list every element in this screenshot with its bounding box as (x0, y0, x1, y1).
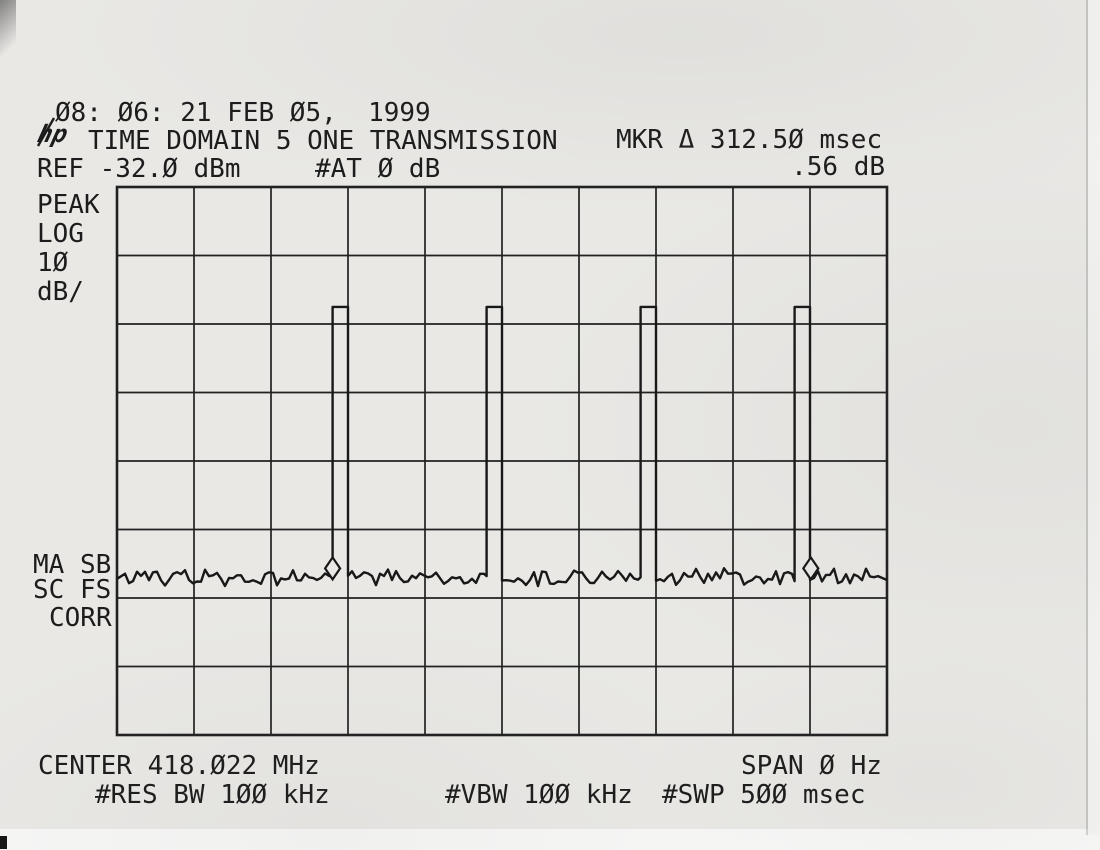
svg-text:hp: hp (35, 119, 71, 148)
hp-logo-icon: hp (35, 117, 71, 148)
scan-edge-smudge (0, 0, 16, 75)
delta-ref-marker-diamond-icon (323, 555, 342, 582)
center-frequency-label: CENTER 418.Ø22 MHz (38, 751, 320, 781)
status-corr: CORR (49, 603, 112, 633)
sweep-time-label: #SWP 5ØØ msec (662, 780, 866, 810)
scale-per-div-value: 1Ø (37, 248, 69, 278)
trace-title: TIME DOMAIN 5 ONE TRANSMISSION (88, 126, 558, 156)
marker-delta-time-readout: MKR Δ 312.5Ø msec (616, 125, 883, 155)
marker-delta-amplitude-readout: .56 dB (791, 152, 885, 182)
scan-bottom-strip (0, 829, 1100, 850)
scan-right-strip (1088, 0, 1100, 835)
video-bandwidth-label: #VBW 1ØØ kHz (445, 780, 633, 810)
span-label: SPAN Ø Hz (741, 751, 882, 781)
scale-mode-label: LOG (37, 219, 84, 249)
attenuation-label: #AT Ø dB (315, 154, 441, 184)
scale-per-div-unit: dB/ (37, 277, 84, 307)
graticule-border (115, 185, 889, 737)
timestamp: Ø8: Ø6: 21 FEB Ø5, 1999 (55, 98, 431, 128)
ref-level-label: REF -32.Ø dBm (37, 154, 241, 184)
status-ma-sb: MA SB (33, 550, 112, 580)
graticule (115, 185, 889, 737)
resolution-bandwidth-label: #RES BW 1ØØ kHz (95, 780, 330, 810)
scan-right-edge (1086, 0, 1088, 835)
signal-trace (116, 305, 888, 588)
detector-mode-label: PEAK (37, 190, 100, 220)
status-sc-fs: SC FS (33, 575, 112, 605)
delta-marker-diamond-icon (801, 555, 820, 582)
scan-mark (0, 836, 7, 849)
